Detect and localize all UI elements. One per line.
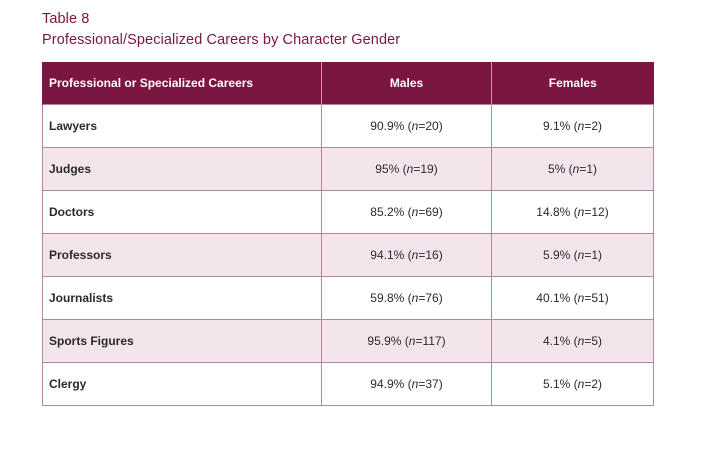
males-pct: 59.8% (370, 291, 405, 305)
females-pct: 9.1% (542, 119, 571, 133)
career-label: Professors (42, 233, 322, 277)
males-pct: 85.2% (370, 205, 405, 219)
females-cell: 5% (n=1) (491, 147, 654, 191)
females-n: 1 (591, 248, 599, 262)
males-n: 16 (425, 248, 439, 262)
header-careers: Professional or Specialized Careers (42, 62, 322, 105)
males-pct: 95.9% (367, 334, 402, 348)
males-n: 69 (425, 205, 439, 219)
females-cell: 40.1% (n=51) (491, 276, 654, 320)
table-row: Journalists 59.8% (n=76) 40.1% (n=51) (42, 276, 654, 320)
career-label: Lawyers (42, 104, 322, 148)
table-caption: Table 8 Professional/Specialized Careers… (42, 9, 400, 51)
females-n: 2 (591, 377, 599, 391)
females-n: 51 (591, 291, 605, 305)
table-row: Doctors 85.2% (n=69) 14.8% (n=12) (42, 190, 654, 234)
table-number: Table 8 (42, 11, 90, 27)
males-n: 37 (425, 377, 439, 391)
females-n: 1 (586, 162, 594, 176)
career-label: Clergy (42, 362, 322, 406)
males-n: 20 (425, 119, 439, 133)
career-label: Judges (42, 147, 322, 191)
females-pct: 5% (547, 162, 566, 176)
table-row: Lawyers 90.9% (n=20) 9.1% (n=2) (42, 104, 654, 148)
males-cell: 85.2% (n=69) (321, 190, 492, 234)
females-pct: 5.9% (542, 248, 571, 262)
females-pct: 14.8% (536, 205, 571, 219)
career-label: Sports Figures (42, 319, 322, 363)
females-pct: 40.1% (536, 291, 571, 305)
females-cell: 5.1% (n=2) (491, 362, 654, 406)
careers-table: Professional or Specialized Careers Male… (42, 62, 654, 406)
females-n: 2 (591, 119, 599, 133)
males-cell: 95.9% (n=117) (321, 319, 492, 363)
males-cell: 95% (n=19) (321, 147, 492, 191)
females-cell: 14.8% (n=12) (491, 190, 654, 234)
females-pct: 5.1% (542, 377, 571, 391)
header-males: Males (321, 62, 492, 105)
table-row: Sports Figures 95.9% (n=117) 4.1% (n=5) (42, 319, 654, 363)
males-cell: 94.1% (n=16) (321, 233, 492, 277)
table-header-row: Professional or Specialized Careers Male… (42, 62, 654, 105)
males-pct: 90.9% (370, 119, 405, 133)
table-title: Professional/Specialized Careers by Char… (42, 32, 401, 48)
males-n: 76 (425, 291, 439, 305)
career-label: Doctors (42, 190, 322, 234)
males-pct: 94.9% (370, 377, 405, 391)
males-pct: 95% (375, 162, 400, 176)
table-row: Professors 94.1% (n=16) 5.9% (n=1) (42, 233, 654, 277)
career-label: Journalists (42, 276, 322, 320)
females-n: 12 (591, 205, 605, 219)
females-cell: 9.1% (n=2) (491, 104, 654, 148)
females-n: 5 (591, 334, 599, 348)
males-pct: 94.1% (370, 248, 405, 262)
males-n: 117 (422, 334, 442, 348)
males-cell: 90.9% (n=20) (321, 104, 492, 148)
females-pct: 4.1% (542, 334, 571, 348)
males-n: 19 (420, 162, 434, 176)
females-cell: 4.1% (n=5) (491, 319, 654, 363)
males-cell: 59.8% (n=76) (321, 276, 492, 320)
table-row: Judges 95% (n=19) 5% (n=1) (42, 147, 654, 191)
header-females: Females (491, 62, 654, 105)
table-row: Clergy 94.9% (n=37) 5.1% (n=2) (42, 362, 654, 406)
females-cell: 5.9% (n=1) (491, 233, 654, 277)
males-cell: 94.9% (n=37) (321, 362, 492, 406)
